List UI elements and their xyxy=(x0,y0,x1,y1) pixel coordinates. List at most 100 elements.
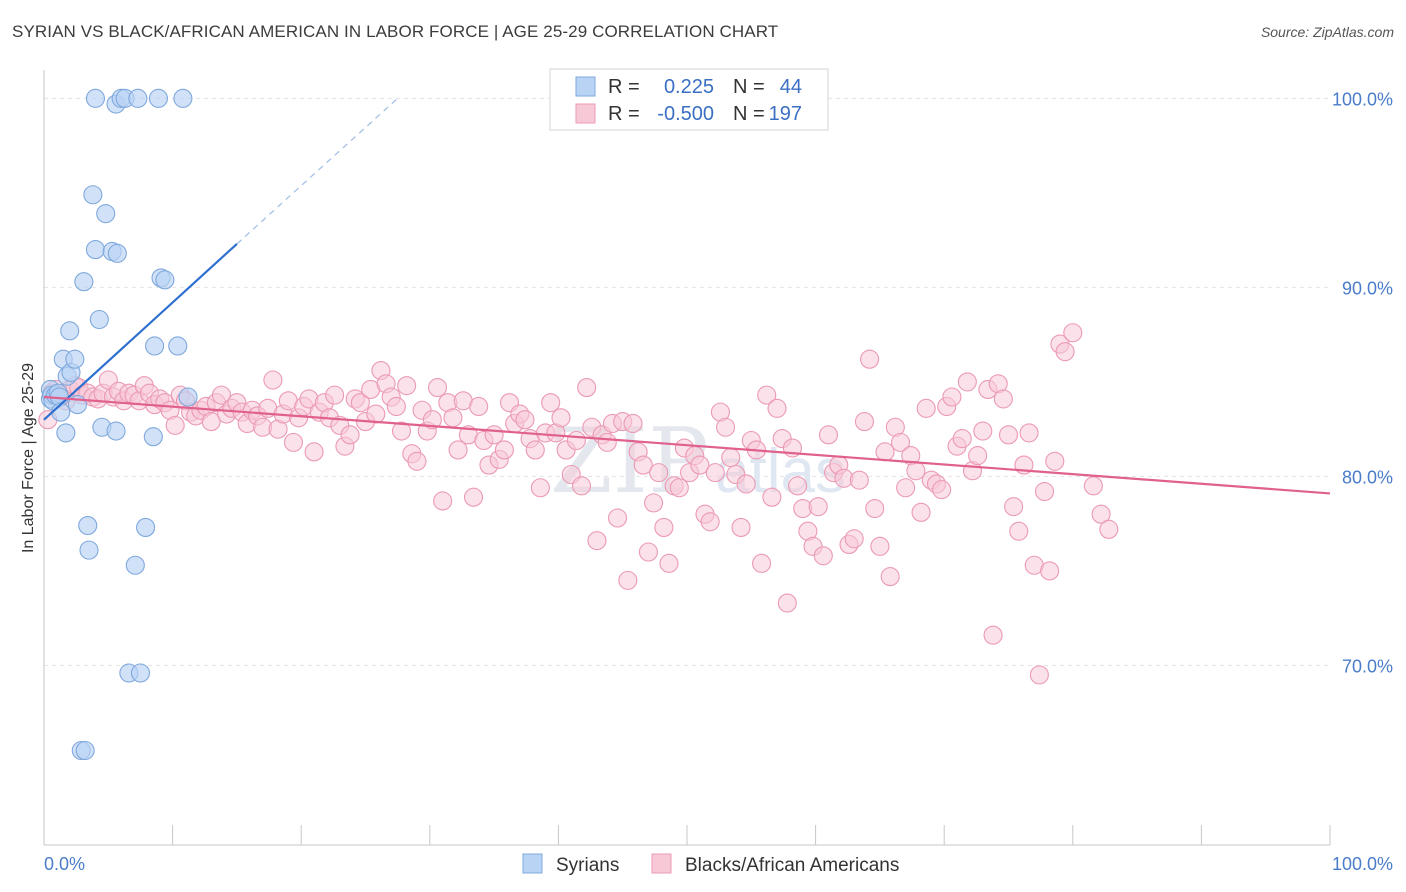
point-blacks xyxy=(1034,481,1055,502)
point-blacks xyxy=(777,593,797,613)
tick-labels: 100.0% 90.0% 80.0% 70.0% 0.0% 100.0% xyxy=(44,89,1393,874)
point-blacks xyxy=(541,393,561,413)
series-blacks-points xyxy=(38,323,1119,685)
series-legend: Syrians Blacks/African Americans xyxy=(522,853,899,876)
point-blacks xyxy=(407,451,427,471)
point-blacks xyxy=(896,478,916,498)
point-blacks xyxy=(752,553,772,573)
point-blacks xyxy=(618,570,638,590)
point-blacks xyxy=(638,542,658,562)
point-blacks xyxy=(849,470,869,490)
point-blacks xyxy=(890,432,911,452)
legend-swatch-syrians xyxy=(522,853,543,874)
point-syrians xyxy=(60,321,80,341)
point-syrians xyxy=(85,88,105,108)
point-syrians xyxy=(56,423,76,443)
point-blacks xyxy=(463,487,484,507)
point-blacks xyxy=(304,442,324,462)
grid-lines xyxy=(44,97,1330,666)
point-blacks xyxy=(1063,323,1083,343)
point-blacks xyxy=(788,476,808,496)
point-blacks xyxy=(283,432,304,452)
point-blacks xyxy=(551,408,571,428)
point-syrians xyxy=(173,88,193,108)
point-syrians xyxy=(83,185,103,205)
point-syrians xyxy=(143,427,163,447)
point-syrians xyxy=(128,88,148,108)
point-syrians xyxy=(79,540,99,560)
point-blacks xyxy=(469,396,489,417)
point-blacks xyxy=(608,508,628,528)
point-blacks xyxy=(875,442,895,462)
legend-r-value: -0.500 xyxy=(657,103,714,125)
point-syrians xyxy=(148,88,169,108)
point-syrians xyxy=(145,336,165,356)
point-blacks xyxy=(427,378,448,398)
y-tick-label: 90.0% xyxy=(1342,278,1393,298)
point-blacks xyxy=(397,376,417,396)
point-blacks xyxy=(165,415,185,435)
point-blacks xyxy=(973,421,993,441)
point-blacks xyxy=(623,413,643,434)
legend-r-label: R = xyxy=(608,76,640,98)
legend-r-label: R = xyxy=(608,103,640,125)
point-blacks xyxy=(1091,504,1111,524)
point-blacks xyxy=(1009,521,1029,541)
point-blacks xyxy=(1004,497,1024,517)
point-blacks xyxy=(757,385,777,405)
y-tick-label: 80.0% xyxy=(1342,467,1393,487)
point-blacks xyxy=(1099,519,1119,539)
point-blacks xyxy=(633,455,653,475)
point-blacks xyxy=(844,529,864,549)
point-syrians xyxy=(96,204,116,224)
point-blacks xyxy=(916,398,936,418)
point-blacks xyxy=(448,440,468,460)
legend-n-value: 197 xyxy=(769,103,802,125)
point-blacks xyxy=(325,385,345,405)
point-blacks xyxy=(721,447,741,468)
y-axis-title: In Labor Force | Age 25-29 xyxy=(20,363,37,553)
point-blacks xyxy=(350,393,370,413)
trend-syrians-extension xyxy=(236,97,399,245)
legend-label-blacks: Blacks/African Americans xyxy=(685,855,899,876)
point-blacks xyxy=(705,463,725,483)
point-blacks xyxy=(433,491,453,511)
point-syrians xyxy=(74,272,94,292)
legend-n-label: N = xyxy=(733,103,765,125)
point-blacks xyxy=(865,498,885,519)
point-blacks xyxy=(983,625,1003,645)
point-blacks xyxy=(515,410,535,430)
chart-source: Source: ZipAtlas.com xyxy=(1260,24,1394,40)
point-syrians xyxy=(136,517,156,537)
legend-n-label: N = xyxy=(733,76,765,98)
legend-swatch xyxy=(575,103,596,124)
point-syrians xyxy=(75,740,95,761)
point-blacks xyxy=(577,378,597,398)
point-blacks xyxy=(211,385,232,405)
point-syrians xyxy=(78,515,98,536)
point-blacks xyxy=(263,370,283,390)
point-syrians xyxy=(168,336,188,356)
point-blacks xyxy=(932,480,952,500)
point-blacks xyxy=(669,478,689,498)
trend-lines xyxy=(43,97,1331,495)
point-blacks xyxy=(690,455,710,475)
x-tick-label: 100.0% xyxy=(1332,854,1393,874)
point-blacks xyxy=(340,425,360,445)
point-syrians xyxy=(178,387,198,407)
point-blacks xyxy=(494,440,514,460)
y-axis-title-group: In Labor Force | Age 25-29 xyxy=(20,363,37,553)
point-blacks xyxy=(443,408,463,428)
point-syrians xyxy=(125,555,145,575)
point-blacks xyxy=(1083,476,1103,496)
legend-box xyxy=(549,68,829,131)
point-blacks xyxy=(525,440,545,460)
y-tick-label: 100.0% xyxy=(1332,89,1393,109)
point-blacks xyxy=(870,536,890,556)
trend-blacks xyxy=(43,395,1331,495)
point-blacks xyxy=(767,398,787,418)
legend-label-syrians: Syrians xyxy=(556,855,619,876)
point-blacks xyxy=(644,493,664,513)
axes xyxy=(43,70,1331,846)
point-blacks xyxy=(736,474,756,494)
